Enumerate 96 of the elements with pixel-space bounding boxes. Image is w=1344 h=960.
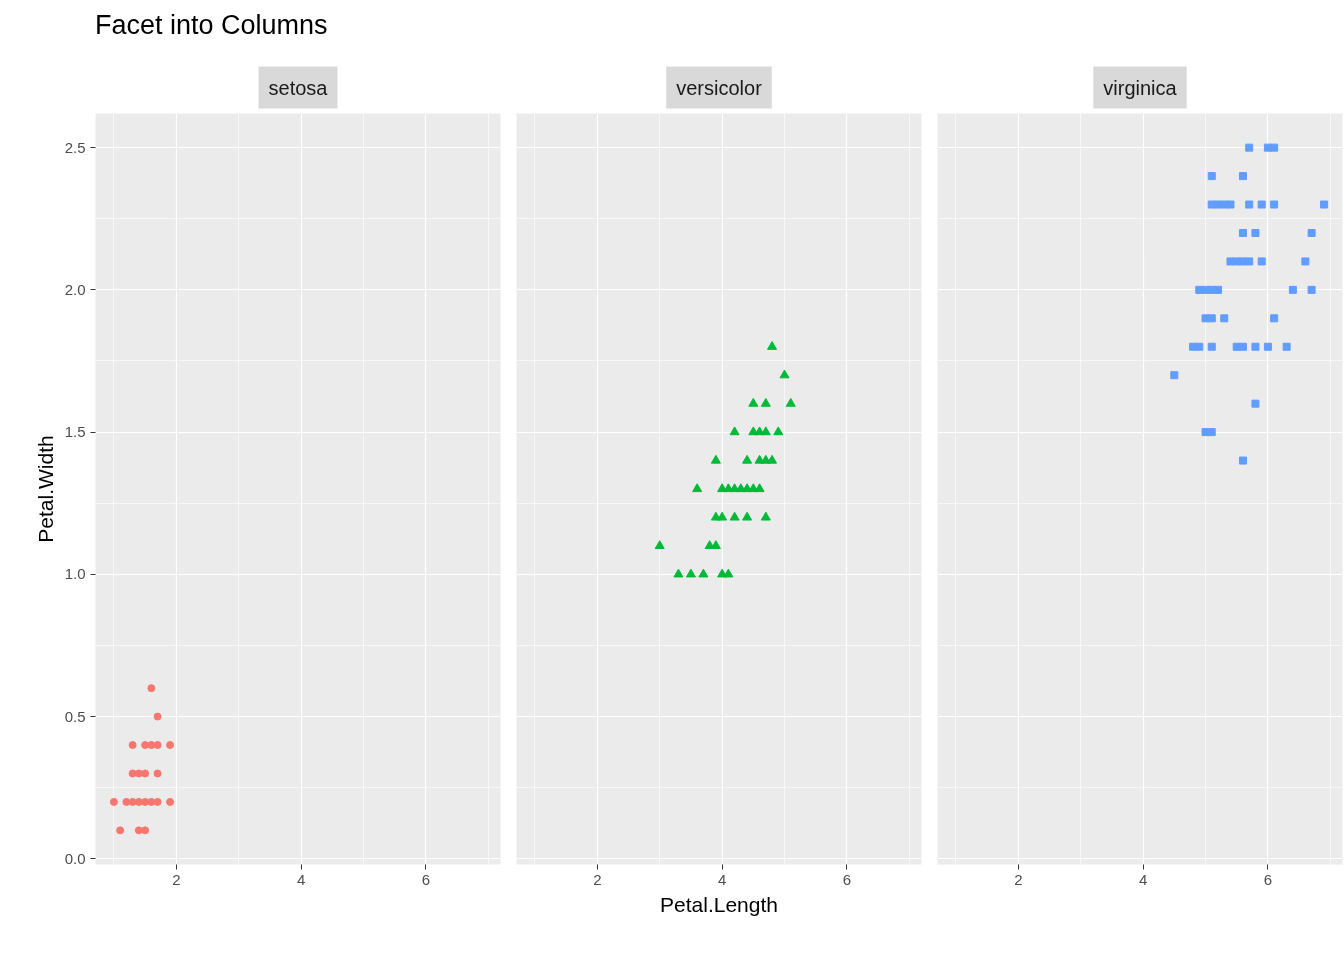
point [1238,172,1247,181]
point [1195,342,1204,351]
y-tick-label: 0.0 [64,849,86,867]
y-tick-label: 1.0 [64,565,86,583]
point [141,741,150,750]
point [122,797,131,806]
point [760,397,771,407]
point [128,797,137,806]
y-tick-label: 2.0 [64,280,86,298]
point [717,511,728,521]
point [1207,428,1216,437]
point [1207,314,1216,323]
point [1245,200,1254,209]
x-tick-label: 4 [296,870,306,888]
point [1251,342,1260,351]
point [1238,456,1247,465]
point [1214,285,1222,294]
x-tick-label: 2 [1014,870,1023,888]
point [742,454,753,464]
x-tick-label: 2 [172,870,181,888]
y-tick-label: 0.5 [64,707,86,725]
point [134,797,143,806]
point [153,712,162,721]
point [767,454,778,464]
chart-title: Facet into Columns [95,9,328,42]
x-tick-label: 4 [717,870,727,888]
point [767,341,778,350]
point [1238,342,1247,351]
point [1270,143,1279,152]
point [698,568,709,578]
x-tick-label: 6 [842,870,852,888]
point [153,797,162,806]
point [147,797,156,806]
point [1257,257,1266,266]
point [729,426,740,436]
point [1238,228,1247,237]
point [654,540,665,549]
x-tick-label: 6 [1263,870,1273,888]
y-tick-label: 2.5 [64,138,86,156]
point [147,741,156,750]
point [692,483,703,493]
point [1226,257,1235,266]
point [710,454,721,464]
x-tick-label: 4 [1138,870,1148,888]
point [1257,200,1266,209]
point [109,797,118,806]
point [134,826,143,835]
point [1245,257,1254,266]
point [1282,342,1291,351]
point [1207,172,1216,181]
point [760,511,771,521]
point [1245,143,1254,152]
point [673,568,684,578]
point [141,826,150,835]
y-axis-title: Petal.Width [33,435,57,543]
chart-subtitle: setosa [268,76,329,99]
point [1251,228,1260,237]
point [128,741,137,750]
point [128,769,137,778]
point [1288,285,1297,294]
point [153,769,162,778]
point [1251,399,1260,408]
point [147,684,156,693]
point [166,741,175,750]
point [1320,200,1329,209]
point [742,511,753,521]
point [1301,257,1310,266]
point [685,568,696,578]
x-tick-label: 2 [593,870,602,888]
point [1220,314,1229,323]
point [773,426,784,436]
point [779,369,790,379]
chart-subtitle: versicolor [676,76,763,99]
point [1270,200,1279,209]
point [141,797,150,806]
point [754,483,765,493]
point [116,826,125,835]
point [760,426,771,436]
point [748,397,759,407]
point [1270,314,1279,323]
y-tick-label: 1.5 [64,423,86,441]
point [1207,342,1216,351]
point [1307,228,1316,237]
chart-subtitle: virginica [1103,76,1178,99]
point [1170,371,1179,380]
point [1226,200,1235,209]
point [141,769,150,778]
point [729,511,740,521]
point [1307,285,1316,294]
x-tick-label: 6 [421,870,431,888]
point [1263,342,1272,351]
point [166,797,175,806]
point [723,568,734,578]
point [785,397,796,407]
point [153,741,162,750]
x-axis-title: Petal.Length [660,892,778,916]
